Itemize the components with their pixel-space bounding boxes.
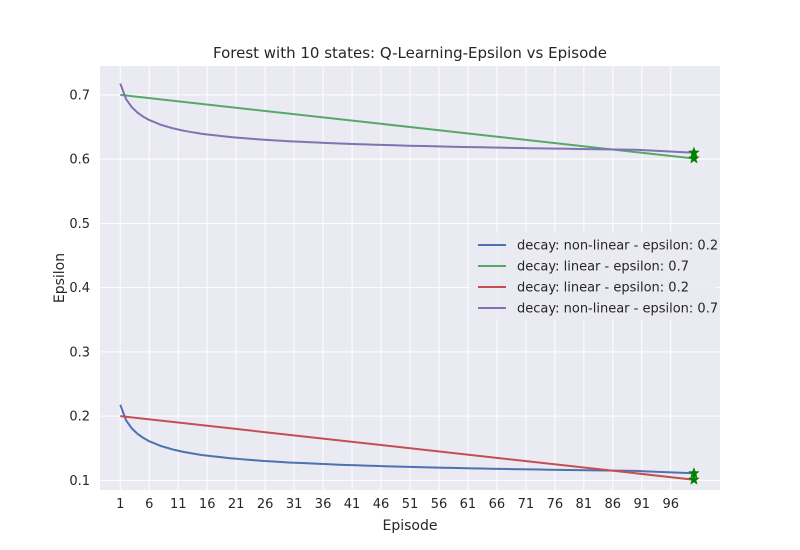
y-tick-label: 0.1 [69, 474, 90, 489]
end-star-marker [688, 152, 700, 164]
x-tick-label: 16 [199, 497, 216, 512]
legend-label-3: decay: non-linear - epsilon: 0.7 [517, 302, 718, 317]
x-tick-label: 56 [431, 497, 448, 512]
x-tick-label: 96 [662, 497, 679, 512]
x-tick-label: 46 [373, 497, 390, 512]
x-axis-title: Episode [383, 518, 438, 534]
series-lines [119, 83, 695, 481]
x-tick-label: 66 [489, 497, 506, 512]
y-tick-label: 0.2 [69, 410, 90, 425]
legend-label-0: decay: non-linear - epsilon: 0.2 [517, 239, 718, 254]
x-tick-label: 71 [518, 497, 535, 512]
y-tick-label: 0.3 [69, 345, 90, 360]
x-tick-label: 1 [116, 497, 124, 512]
chart-title: Forest with 10 states: Q-Learning-Epsilo… [213, 44, 607, 62]
y-tick-label: 0.6 [69, 153, 90, 168]
y-tick-labels: 0.1 0.2 0.3 0.4 0.5 0.6 0.7 [69, 88, 90, 488]
x-tick-label: 11 [170, 497, 187, 512]
y-axis-title: Epsilon [52, 253, 68, 303]
series-line-1 [120, 93, 695, 160]
x-tick-label: 81 [576, 497, 593, 512]
y-tick-label: 0.4 [69, 281, 90, 296]
legend: decay: non-linear - epsilon: 0.2 decay: l… [470, 232, 718, 320]
x-tick-label: 76 [547, 497, 564, 512]
x-tick-label: 51 [402, 497, 419, 512]
end-star-marker [688, 473, 700, 485]
end-star-marker [688, 146, 700, 158]
x-tick-label: 6 [145, 497, 153, 512]
y-tick-label: 0.7 [69, 88, 90, 103]
x-tick-label: 86 [605, 497, 622, 512]
x-tick-label: 31 [286, 497, 303, 512]
x-tick-label: 41 [344, 497, 361, 512]
x-tick-label: 21 [228, 497, 245, 512]
y-tick-label: 0.5 [69, 217, 90, 232]
x-tick-label: 26 [257, 497, 274, 512]
series-line-3 [119, 83, 694, 154]
series-line-2 [120, 415, 695, 481]
x-tick-labels: 1 6 11 16 21 26 31 36 41 46 51 56 61 66 71 76 81 86 91 96 [116, 497, 679, 512]
series-line-0 [119, 404, 694, 475]
legend-box [470, 232, 716, 320]
legend-label-1: decay: linear - epsilon: 0.7 [517, 260, 689, 275]
x-tick-label: 36 [315, 497, 332, 512]
x-tick-label: 91 [634, 497, 651, 512]
end-markers [688, 146, 700, 485]
legend-label-2: decay: linear - epsilon: 0.2 [517, 281, 689, 296]
x-tick-label: 61 [460, 497, 477, 512]
